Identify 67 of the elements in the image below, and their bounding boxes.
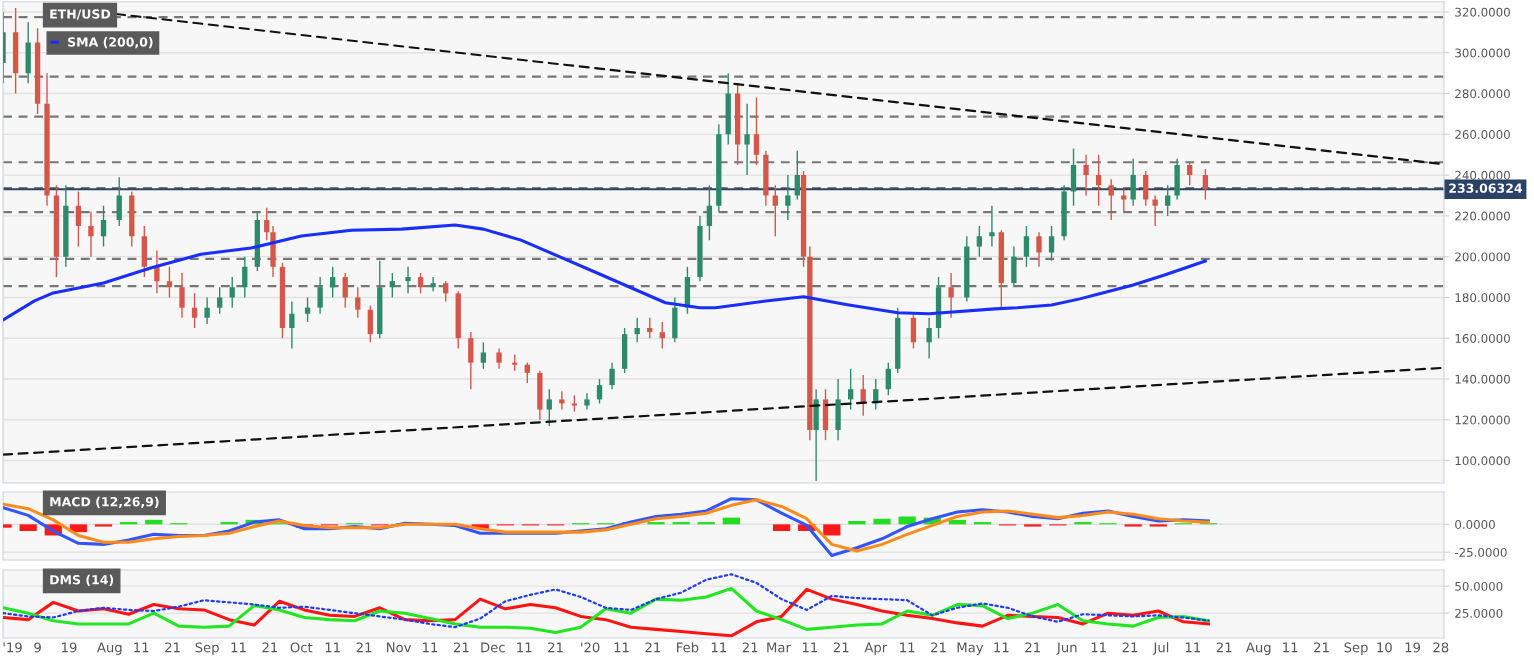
x-tick-label: 11	[1283, 642, 1298, 653]
x-tick-label: Jun	[1056, 642, 1077, 655]
x-tick-label: Mar	[767, 642, 791, 653]
y-tick-label: 240.0000	[1455, 170, 1510, 180]
x-tick-label: 11	[231, 642, 246, 653]
x-tick-label: 19	[1405, 642, 1421, 653]
x-tick-label: 11	[517, 642, 532, 653]
y-tick-label: 160.0000	[1455, 333, 1510, 343]
x-tick-label: Sep	[1344, 642, 1368, 655]
y-tick-label: 140.0000	[1455, 374, 1510, 384]
x-tick-label: 19	[62, 642, 77, 653]
x-tick-label: 21	[645, 642, 661, 653]
x-tick-label: 11	[614, 642, 629, 653]
y-tick-label: 280.0000	[1455, 89, 1510, 99]
x-tick-label: 21	[1314, 642, 1329, 653]
x-tick-label: Aug	[97, 642, 122, 655]
x-tick-label: 11	[711, 642, 726, 653]
text: ETH/USD	[50, 9, 111, 20]
x-tick-label: Feb	[677, 642, 699, 653]
y-tick-label: 200.0000	[1455, 252, 1510, 262]
x-tick-label: 10	[1377, 642, 1392, 653]
x-tick-label: 11	[802, 642, 818, 653]
y-tick-label: 320.0000	[1455, 7, 1510, 17]
x-tick-label: 11	[423, 642, 438, 653]
chart-title: MACD (12,26,9)	[50, 496, 159, 509]
y-tick-label: 0.0000	[1455, 520, 1495, 529]
x-tick-label: Jul	[1152, 642, 1169, 655]
y-tick-label: 25.0000	[1455, 608, 1503, 618]
x-tick-label: 21	[1122, 642, 1138, 653]
y-tick-label: -25.0000	[1454, 547, 1507, 557]
x-tick-label: 21	[165, 642, 180, 653]
x-tick-label: 28	[1433, 642, 1449, 653]
x-tick-label: Nov	[387, 642, 412, 653]
ref-line-label: 233.06324	[1449, 183, 1523, 193]
y-tick-label: 120.0000	[1455, 415, 1510, 425]
x-tick-label: Aug	[1245, 642, 1271, 655]
y-tick-label: 220.0000	[1455, 211, 1510, 221]
x-tick-label: 11	[134, 642, 149, 653]
x-tick-label: 11	[325, 642, 340, 653]
y-tick-label: 260.0000	[1455, 130, 1510, 139]
x-tick-label: 21	[453, 642, 469, 653]
x-tick-label: '20	[581, 642, 600, 653]
x-tick-label: 11	[994, 642, 1009, 653]
x-tick-label: 21	[931, 642, 946, 653]
y-tick-label: 100.0000	[1455, 456, 1510, 466]
x-tick-label: 21	[833, 642, 849, 653]
x-tick-label: 11	[900, 642, 915, 653]
y-tick-label: 300.0000	[1455, 48, 1510, 58]
x-tick-label: 21	[1216, 642, 1232, 653]
x-tick-label: 21	[742, 642, 758, 653]
x-tick-label: 21	[548, 642, 563, 653]
x-tick-label: 21	[262, 642, 278, 653]
y-tick-label: 50.0000	[1455, 581, 1503, 591]
x-tick-label: May	[957, 642, 984, 655]
legend-label: SMA (200,0)	[68, 37, 153, 49]
x-tick-label: Dec	[481, 642, 505, 653]
x-tick-label: Sep	[195, 642, 219, 655]
chart-title: DMS (14)	[50, 574, 114, 586]
x-tick-label: 9	[34, 642, 41, 653]
x-tick-label: '19	[3, 642, 22, 653]
x-tick-label: 21	[1025, 642, 1040, 653]
y-tick-label: 180.0000	[1455, 293, 1510, 303]
x-tick-label: 21	[356, 642, 372, 653]
x-tick-label: Oct	[290, 642, 313, 653]
x-tick-label: 11	[1091, 642, 1106, 653]
x-tick-label: 11	[1185, 642, 1200, 653]
x-tick-label: Apr	[864, 642, 888, 655]
